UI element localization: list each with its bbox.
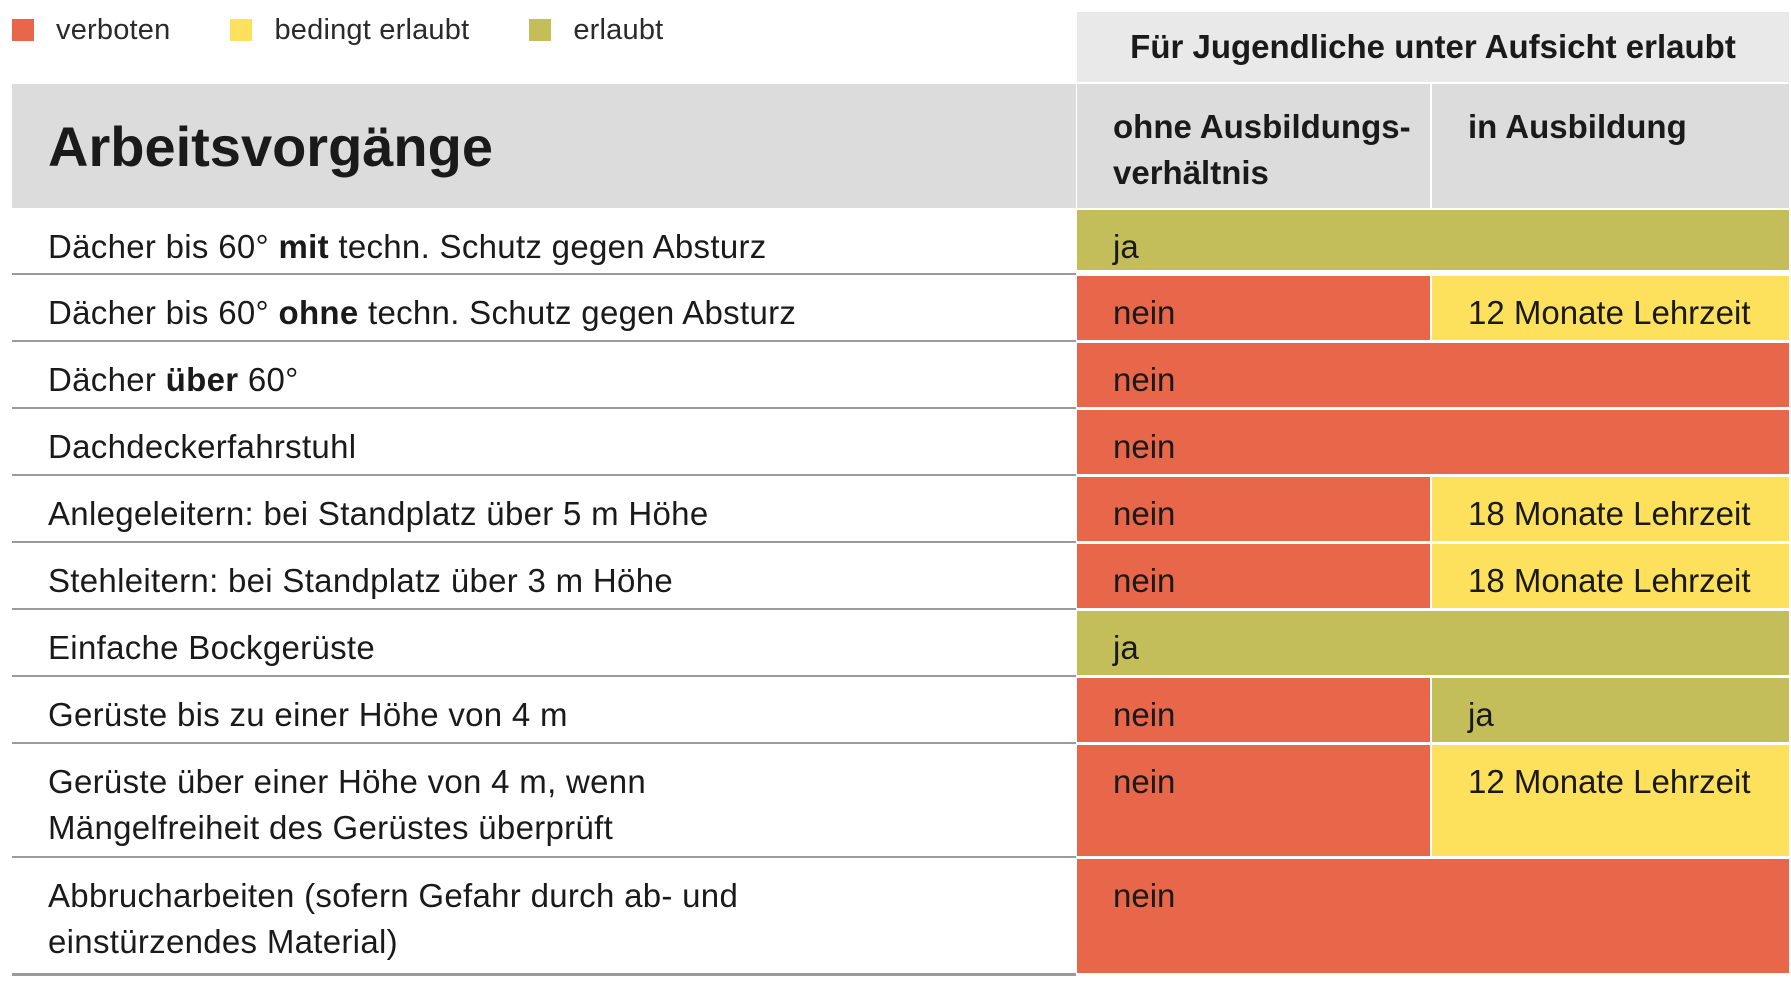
legend-swatch-olive — [529, 19, 552, 41]
row-divider — [12, 608, 1076, 610]
table-row-label: Abbrucharbeiten (sofern Gefahr durch ab-… — [12, 859, 1076, 973]
status-cell-in: 12 Monate Lehrzeit — [1432, 276, 1789, 340]
table-row-label: Dächer bis 60° ohne techn. Schutz gegen … — [12, 276, 1076, 340]
legend-item-verboten: verboten — [12, 14, 170, 47]
status-cell-in: 12 Monate Lehrzeit — [1432, 745, 1789, 856]
label-emphasis: ohne — [278, 294, 359, 331]
column-header-line: verhältnis — [1113, 154, 1269, 191]
table-row-label: Gerüste bis zu einer Höhe von 4 m — [12, 678, 1076, 742]
table-bottom-border — [12, 973, 1076, 976]
status-cell-ohne: nein — [1077, 477, 1430, 541]
legend-item-erlaubt: erlaubt — [529, 14, 663, 47]
status-cell-merged: nein — [1077, 343, 1789, 407]
row-divider — [12, 742, 1076, 744]
status-cell-merged: ja — [1077, 210, 1789, 270]
table-row-label: Anlegeleitern: bei Standplatz über 5 m H… — [12, 477, 1076, 541]
column-header-line: ohne Ausbildungs- — [1113, 108, 1411, 145]
status-cell-ohne: nein — [1077, 544, 1430, 608]
status-cell-ohne: nein — [1077, 745, 1430, 856]
label-text: techn. Schutz gegen Absturz — [328, 228, 767, 265]
label-text: Gerüste bis zu einer Höhe von 4 m — [48, 696, 568, 733]
label-text: Gerüste über einer Höhe von 4 m, wenn Mä… — [48, 763, 647, 846]
legend: verboten bedingt erlaubt erlaubt — [12, 10, 723, 50]
row-divider — [12, 675, 1076, 677]
column-header-label: in Ausbildung — [1468, 108, 1687, 145]
legend-swatch-red — [12, 19, 34, 41]
label-text: Einfache Bockgerüste — [48, 629, 376, 666]
status-cell-merged: nein — [1077, 859, 1789, 973]
row-divider — [12, 340, 1076, 342]
table-row-label: Gerüste über einer Höhe von 4 m, wenn Mä… — [12, 745, 1076, 856]
status-cell-in: ja — [1432, 678, 1789, 742]
legend-label: bedingt erlaubt — [274, 13, 470, 46]
table-row-label: Dachdeckerfahrstuhl — [12, 410, 1076, 474]
table-row-label: Einfache Bockgerüste — [12, 611, 1076, 675]
table-title-cell: Arbeitsvorgänge — [12, 84, 1076, 208]
table-title: Arbeitsvorgänge — [48, 114, 493, 178]
label-text: Abbrucharbeiten (sofern Gefahr durch ab-… — [48, 877, 739, 960]
column-header-ohne-ausbildung: ohne Ausbildungs- verhältnis — [1077, 84, 1430, 208]
table-row-label: Dächer bis 60° mit techn. Schutz gegen A… — [12, 210, 1076, 270]
label-emphasis: über — [165, 361, 239, 398]
status-cell-ohne: nein — [1077, 678, 1430, 742]
status-cell-merged: ja — [1077, 611, 1789, 675]
label-text: Dachdeckerfahrstuhl — [48, 428, 357, 465]
row-divider — [12, 407, 1076, 409]
status-cell-in: 18 Monate Lehrzeit — [1432, 477, 1789, 541]
label-emphasis: mit — [278, 228, 329, 265]
column-header-in-ausbildung: in Ausbildung — [1432, 84, 1789, 208]
legend-item-bedingt-erlaubt: bedingt erlaubt — [230, 14, 469, 47]
legend-label: verboten — [56, 13, 171, 46]
label-text: techn. Schutz gegen Absturz — [358, 294, 797, 331]
row-divider — [12, 856, 1076, 858]
label-text: Dächer bis 60° — [48, 228, 279, 265]
row-divider — [12, 273, 1076, 275]
label-text: Stehleitern: bei Standplatz über 3 m Höh… — [48, 562, 674, 599]
status-cell-in: 18 Monate Lehrzeit — [1432, 544, 1789, 608]
legend-swatch-yellow — [230, 19, 253, 41]
status-cell-ohne: nein — [1077, 276, 1430, 340]
label-text: Anlegeleitern: bei Standplatz über 5 m H… — [48, 495, 709, 532]
legend-label: erlaubt — [573, 13, 664, 46]
table-row-label: Dächer über 60° — [12, 343, 1076, 407]
label-text: 60° — [238, 361, 299, 398]
row-divider — [12, 474, 1076, 476]
status-cell-merged: nein — [1077, 410, 1789, 474]
label-text: Dächer — [48, 361, 166, 398]
label-text: Dächer bis 60° — [48, 294, 279, 331]
row-divider — [12, 541, 1076, 543]
group-header: Für Jugendliche unter Aufsicht erlaubt — [1077, 12, 1789, 82]
table-row-label: Stehleitern: bei Standplatz über 3 m Höh… — [12, 544, 1076, 608]
